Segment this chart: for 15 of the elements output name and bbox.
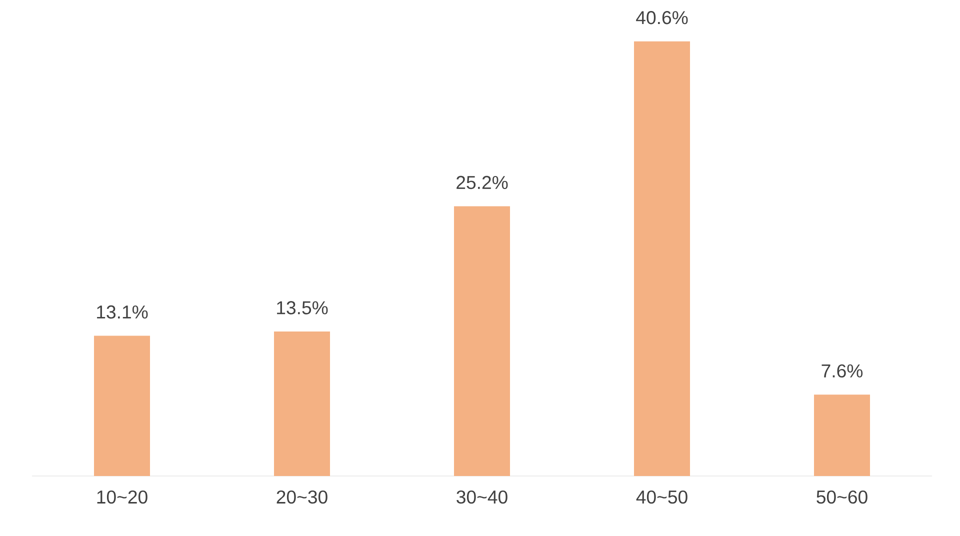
x-tick-label: 20~30 — [276, 490, 328, 504]
data-label: 13.5% — [277, 301, 328, 314]
bar — [94, 336, 150, 476]
bar — [274, 331, 330, 476]
x-tick-label: 50~60 — [816, 490, 868, 504]
x-tick-label: 30~40 — [456, 490, 508, 504]
data-label: 25.2% — [456, 176, 508, 190]
data-label: 40.6% — [636, 11, 688, 24]
data-label: 7.6% — [822, 364, 863, 378]
bar — [454, 206, 510, 476]
data-label: 13.1% — [97, 305, 148, 319]
x-tick-label: 40~50 — [636, 490, 688, 504]
x-tick-label: 10~20 — [97, 490, 148, 504]
bar — [634, 41, 690, 476]
bar — [814, 394, 870, 476]
